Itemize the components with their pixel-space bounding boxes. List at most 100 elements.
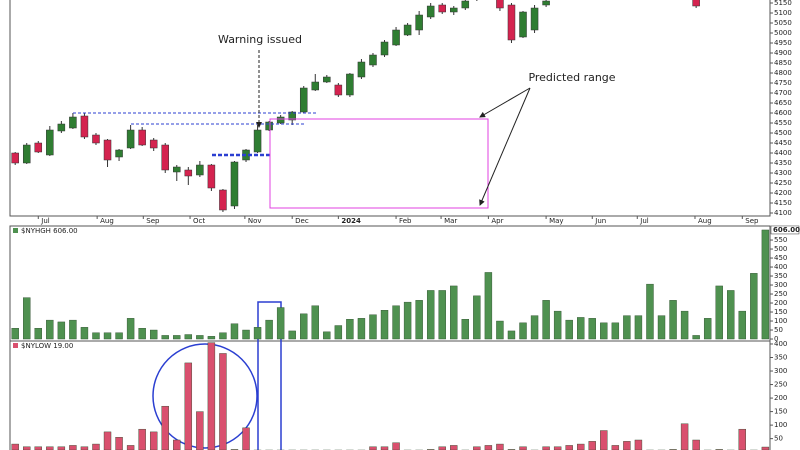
bar	[565, 445, 573, 450]
panel-title: $NYHGH 606.00	[21, 227, 78, 235]
bar	[92, 443, 100, 450]
bar	[300, 313, 308, 340]
y-tick-label: 250	[774, 381, 787, 389]
bar	[357, 318, 366, 340]
bar	[115, 332, 123, 340]
y-tick-label: 4200	[774, 189, 792, 197]
y-tick-label: 4350	[774, 159, 792, 167]
y-tick-label: 5000	[774, 29, 792, 37]
bar	[542, 300, 550, 340]
candle-body	[450, 7, 458, 13]
y-tick-label: 4500	[774, 129, 792, 137]
bar	[496, 320, 504, 340]
y-tick-label: 4250	[774, 179, 792, 187]
x-tick-label: Feb	[399, 217, 412, 225]
y-tick-label: 4600	[774, 109, 792, 117]
bar	[276, 307, 285, 340]
y-tick-label: 350	[774, 353, 787, 361]
bar	[265, 319, 273, 340]
y-tick-label: 4300	[774, 169, 792, 177]
bar	[588, 318, 596, 340]
bar	[738, 428, 747, 450]
bar	[450, 285, 458, 340]
bar	[207, 342, 216, 450]
y-tick-label: 4900	[774, 49, 792, 57]
bar	[611, 445, 620, 450]
bar	[103, 431, 112, 450]
candle-body	[196, 164, 204, 176]
y-tick-label: 450	[774, 254, 787, 262]
bar	[415, 300, 423, 340]
candle-body	[34, 142, 43, 153]
candle-body	[57, 123, 66, 132]
x-tick-label: Jul	[639, 217, 649, 225]
candle-body	[11, 152, 19, 164]
bar	[577, 317, 585, 340]
candle-body	[346, 73, 354, 96]
y-tick-label: 4400	[774, 149, 792, 157]
range-arrow	[479, 87, 531, 206]
bar	[461, 319, 470, 340]
candle-body	[230, 161, 239, 207]
y-tick-label: 0	[774, 335, 778, 343]
x-tick-label: Mar	[444, 217, 457, 225]
bar	[80, 327, 89, 340]
y-tick-label: 300	[774, 281, 787, 289]
y-tick-label: 100	[774, 317, 787, 325]
candle-body	[311, 81, 320, 91]
bar	[577, 443, 585, 450]
candle-body	[184, 169, 193, 177]
candles	[11, 0, 700, 212]
bar	[634, 315, 643, 340]
y-tick-label: 4450	[774, 139, 792, 147]
candle-body	[265, 121, 273, 131]
x-tick-label: Apr	[491, 217, 503, 225]
candle-body	[334, 84, 343, 96]
bar	[553, 310, 562, 340]
y-tick-label: 4950	[774, 39, 792, 47]
bar	[600, 322, 608, 340]
last-value-label: 606.00	[773, 226, 800, 234]
candle-body	[403, 24, 412, 36]
candle-body	[357, 61, 366, 78]
candle-body	[323, 76, 331, 83]
bar	[230, 323, 239, 340]
candle-body	[299, 87, 308, 113]
bar	[715, 285, 723, 340]
x-tick-label: Oct	[193, 217, 205, 225]
candle-body	[438, 4, 446, 13]
bar	[69, 445, 77, 450]
y-tick-label: 200	[774, 394, 787, 402]
bar	[380, 310, 389, 340]
x-tick-label: Sep	[745, 217, 759, 225]
y-tick-label: 4700	[774, 89, 792, 97]
bar	[484, 272, 493, 340]
y-tick-label: 5150	[774, 0, 792, 7]
bar	[496, 443, 504, 450]
y-tick-label: 4800	[774, 69, 792, 77]
predicted-range-box	[269, 118, 489, 209]
candle-body	[415, 14, 423, 31]
x-tick-label: Jun	[594, 217, 606, 225]
bar	[680, 310, 689, 340]
candle-body	[103, 139, 112, 161]
bar	[611, 322, 620, 340]
bar	[669, 300, 677, 340]
y-tick-label: 550	[774, 236, 787, 244]
candle-body	[507, 4, 516, 41]
candle-body	[126, 129, 135, 149]
bar	[646, 283, 654, 340]
y-tick-label: 250	[774, 290, 787, 298]
candle-body	[138, 129, 146, 146]
bar	[727, 290, 735, 340]
highlight-box	[257, 301, 282, 450]
y-tick-label: 50	[774, 435, 783, 443]
bar	[184, 362, 193, 450]
bar	[23, 297, 31, 340]
bar	[242, 329, 250, 340]
candle-body	[369, 54, 377, 66]
nyhgh-panel	[9, 225, 771, 342]
bar	[530, 315, 539, 340]
x-tick-label: Jul	[40, 217, 50, 225]
